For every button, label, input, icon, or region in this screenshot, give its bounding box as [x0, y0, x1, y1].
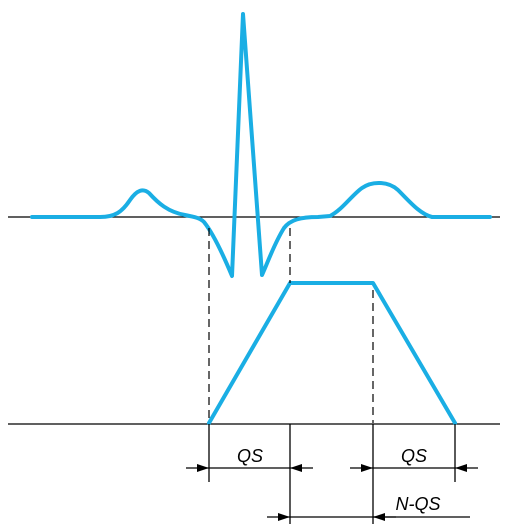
qs-right-label: QS [401, 446, 427, 466]
ecg-waveform [30, 12, 492, 278]
n-qs-label: N-QS [396, 494, 441, 514]
qs-left-label: QS [237, 446, 263, 466]
trapezoid-pulse [207, 281, 457, 425]
